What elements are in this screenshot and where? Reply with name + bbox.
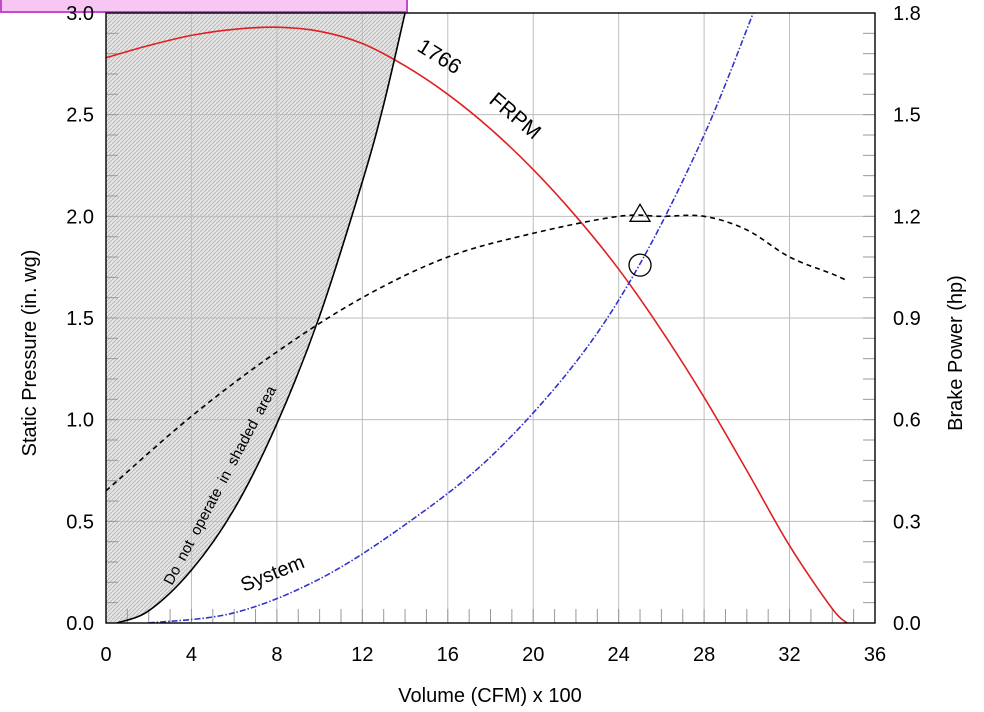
y-right-tick-label: 0.3 bbox=[893, 511, 921, 533]
y-left-tick-label: 2.0 bbox=[66, 206, 94, 228]
y-left-tick-labels: 0.0 0.5 1.0 1.5 2.0 2.5 3.0 bbox=[66, 3, 94, 635]
plot-frame bbox=[105, 12, 876, 624]
x-tick-label: 12 bbox=[351, 644, 373, 666]
x-tick-label: 36 bbox=[864, 644, 886, 666]
system-curve-blue-line bbox=[148, 13, 754, 623]
x-tick-label: 4 bbox=[186, 644, 197, 666]
y-left-tick-label: 2.5 bbox=[66, 105, 94, 127]
circle-marker bbox=[628, 253, 652, 277]
shaded-boundary-curve bbox=[116, 13, 406, 623]
series-layer bbox=[106, 13, 848, 623]
fan-unit-label: FRPM bbox=[485, 88, 545, 144]
y-left-tick-label: 0.5 bbox=[66, 511, 94, 533]
x-tick-label: 32 bbox=[778, 644, 800, 666]
x-tick-labels: 0 4 8 12 16 20 24 28 32 36 bbox=[100, 644, 886, 666]
x-tick-label: 16 bbox=[437, 644, 459, 666]
y-left-axis-title: Static Pressure (in. wg) bbox=[19, 250, 41, 457]
top-highlight-bar bbox=[0, 0, 408, 13]
marker-layer bbox=[628, 203, 652, 277]
y-right-tick-label: 1.8 bbox=[893, 3, 921, 25]
x-tick-label: 28 bbox=[693, 644, 715, 666]
x-tick-label: 20 bbox=[522, 644, 544, 666]
fan-speed-label: 1766 bbox=[413, 35, 465, 79]
y-right-tick-label: 0.6 bbox=[893, 410, 921, 432]
fan-curve-red-line bbox=[106, 26, 848, 623]
y-left-tick-label: 1.0 bbox=[66, 410, 94, 432]
y-right-tick-label: 1.5 bbox=[893, 105, 921, 127]
y-left-tick-label: 1.5 bbox=[66, 308, 94, 330]
y-right-tick-labels: 0.0 0.3 0.6 0.9 1.2 1.5 1.8 bbox=[893, 3, 921, 635]
y-left-tick-label: 0.0 bbox=[66, 613, 94, 635]
y-right-tick-label: 1.2 bbox=[893, 206, 921, 228]
x-axis-title: Volume (CFM) x 100 bbox=[398, 685, 581, 707]
x-tick-label: 0 bbox=[100, 644, 111, 666]
x-tick-label: 8 bbox=[271, 644, 282, 666]
y-right-axis-title: Brake Power (hp) bbox=[945, 275, 967, 431]
minor-ticks-layer bbox=[106, 32, 875, 623]
y-left-tick-label: 3.0 bbox=[66, 3, 94, 25]
x-tick-label: 24 bbox=[608, 644, 630, 666]
y-right-tick-label: 0.0 bbox=[893, 613, 921, 635]
y-right-tick-label: 0.9 bbox=[893, 308, 921, 330]
triangle-marker bbox=[628, 203, 652, 222]
